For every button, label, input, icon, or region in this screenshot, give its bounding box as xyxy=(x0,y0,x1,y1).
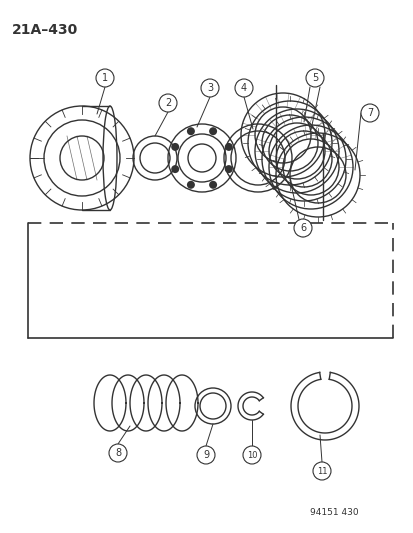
Text: 7: 7 xyxy=(366,108,372,118)
Text: 4: 4 xyxy=(240,83,247,93)
Text: 5: 5 xyxy=(311,73,317,83)
Circle shape xyxy=(159,94,177,112)
Text: 11: 11 xyxy=(316,466,326,475)
Circle shape xyxy=(186,127,195,135)
Circle shape xyxy=(224,165,232,173)
Circle shape xyxy=(109,444,127,462)
Circle shape xyxy=(235,79,252,97)
Text: 6: 6 xyxy=(299,223,305,233)
Circle shape xyxy=(305,69,323,87)
Circle shape xyxy=(360,104,378,122)
Text: 1: 1 xyxy=(102,73,108,83)
Text: 9: 9 xyxy=(202,450,209,460)
Circle shape xyxy=(209,127,216,135)
Circle shape xyxy=(209,181,216,189)
Text: 10: 10 xyxy=(246,450,256,459)
Circle shape xyxy=(293,219,311,237)
Circle shape xyxy=(171,165,179,173)
Circle shape xyxy=(197,446,214,464)
Text: 3: 3 xyxy=(206,83,213,93)
Circle shape xyxy=(242,446,260,464)
Text: 2: 2 xyxy=(164,98,171,108)
Circle shape xyxy=(96,69,114,87)
Circle shape xyxy=(201,79,218,97)
Text: 94151 430: 94151 430 xyxy=(309,508,358,517)
Circle shape xyxy=(312,462,330,480)
Circle shape xyxy=(186,181,195,189)
Circle shape xyxy=(171,143,179,151)
Circle shape xyxy=(224,143,232,151)
Text: 21A–430: 21A–430 xyxy=(12,23,78,37)
Text: 8: 8 xyxy=(115,448,121,458)
